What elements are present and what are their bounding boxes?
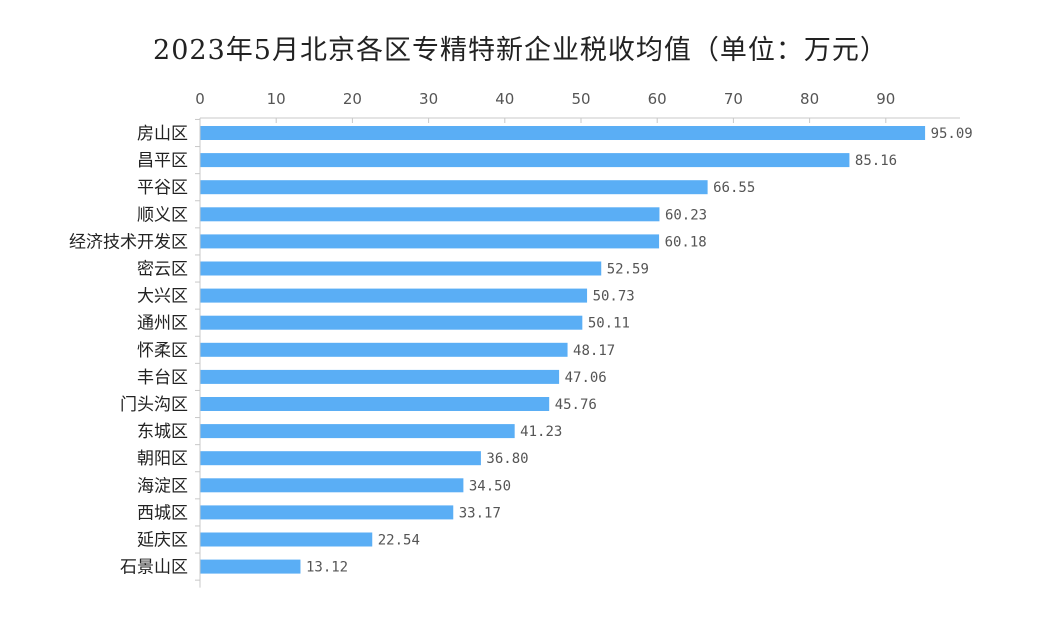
category-label: 延庆区: [137, 531, 188, 551]
chart-title: 2023年5月北京各区专精特新企业税收均值（单位：万元）: [153, 35, 888, 66]
bar: [200, 261, 602, 276]
bar: [200, 234, 660, 249]
category-label: 怀柔区: [137, 341, 188, 361]
bar: [200, 451, 481, 466]
x-tick-label: 40: [495, 90, 514, 108]
data-label: 13.12: [306, 560, 348, 576]
x-tick-label: 50: [571, 90, 590, 108]
bar: [200, 478, 464, 493]
bar: [200, 180, 708, 195]
x-tick-label: 20: [343, 90, 362, 108]
data-label: 52.59: [607, 262, 649, 278]
category-label: 丰台区: [137, 368, 188, 388]
data-label: 48.17: [573, 343, 615, 359]
data-label: 33.17: [459, 505, 501, 521]
data-label: 85.16: [855, 153, 897, 169]
bar: [200, 532, 373, 547]
bar: [200, 315, 583, 330]
category-label: 通州区: [137, 314, 188, 334]
data-label: 22.54: [378, 533, 420, 549]
category-label: 西城区: [137, 503, 188, 523]
bar: [200, 424, 515, 439]
category-label: 石景山区: [120, 558, 188, 578]
bar: [200, 288, 588, 303]
category-label: 大兴区: [137, 287, 188, 307]
data-label: 36.80: [486, 451, 528, 467]
bar: [200, 369, 560, 384]
category-label: 顺义区: [137, 205, 188, 225]
category-label: 海淀区: [137, 476, 188, 496]
category-label: 密云区: [137, 260, 188, 280]
data-label: 45.76: [555, 397, 597, 413]
x-tick-label: 60: [648, 90, 667, 108]
x-tick-label: 30: [419, 90, 438, 108]
category-label: 房山区: [137, 124, 188, 144]
x-tick-label: 70: [724, 90, 743, 108]
bar: [200, 126, 926, 140]
bar: [200, 342, 568, 357]
category-label: 昌平区: [137, 151, 188, 171]
bar: [200, 505, 454, 520]
category-label: 朝阳区: [137, 449, 188, 469]
x-tick-label: 0: [195, 90, 205, 108]
data-label: 50.11: [588, 316, 630, 332]
data-label: 47.06: [565, 370, 607, 386]
bar: [200, 559, 301, 574]
bar: [200, 397, 550, 411]
data-label: 50.73: [593, 289, 635, 305]
data-label: 34.50: [469, 478, 511, 494]
x-tick-label: 90: [876, 90, 895, 108]
data-label: 60.18: [665, 234, 707, 250]
data-label: 41.23: [520, 424, 562, 440]
x-tick-label: 80: [800, 90, 819, 108]
category-label: 门头沟区: [120, 395, 188, 415]
data-label: 60.23: [665, 207, 707, 223]
category-label: 东城区: [137, 422, 188, 442]
category-label: 经济技术开发区: [69, 232, 188, 252]
category-label: 平谷区: [137, 178, 188, 198]
data-label: 95.09: [931, 126, 973, 142]
bar: [200, 207, 660, 222]
x-tick-label: 10: [267, 90, 286, 108]
bar: [200, 153, 850, 168]
data-label: 66.55: [713, 180, 755, 196]
